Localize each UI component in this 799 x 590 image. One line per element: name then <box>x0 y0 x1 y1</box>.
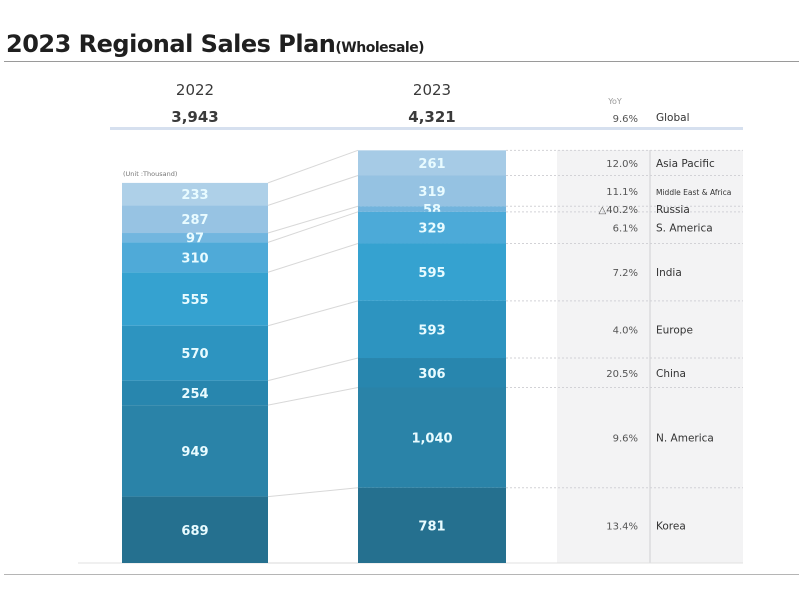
title-suffix: (Wholesale) <box>335 40 425 56</box>
connector-china <box>267 357 359 382</box>
connector-korea <box>267 487 359 498</box>
bar-2023-europe <box>358 300 506 359</box>
bar-2022-asia-pacific <box>122 182 268 206</box>
connector-n-america <box>267 387 359 406</box>
title-divider <box>4 61 799 62</box>
label-2022-s-america: 310 <box>181 251 208 266</box>
region-russia: Russia <box>656 204 690 216</box>
label-2023-middle-east-africa: 319 <box>418 185 445 200</box>
label-2022-china: 254 <box>181 387 208 402</box>
bar-2022-s-america <box>122 242 268 273</box>
total-2022: 3,943 <box>171 108 218 126</box>
label-2023-n-america: 1,040 <box>411 432 452 447</box>
region-n-america: N. America <box>656 433 714 445</box>
connector-russia <box>267 205 359 234</box>
region-china: China <box>656 368 686 380</box>
yoy-asia-pacific: 12.0% <box>606 159 638 170</box>
bar-2022-n-america <box>122 405 268 497</box>
bottom-divider <box>4 574 799 575</box>
bar-2023-middle-east-africa <box>358 175 506 207</box>
bar-2023-china <box>358 358 506 388</box>
bar-2022-india <box>122 272 268 326</box>
title-main: 2023 Regional Sales Plan <box>6 30 336 58</box>
connector-top <box>267 149 359 184</box>
bar-2023-korea <box>358 487 506 563</box>
region-europe: Europe <box>656 324 693 336</box>
page-title: 2023 Regional Sales Plan(Wholesale) <box>6 30 425 58</box>
label-2022-asia-pacific: 233 <box>181 188 208 203</box>
label-2022-india: 555 <box>181 293 208 308</box>
yoy-n-america: 9.6% <box>613 434 638 445</box>
region-s-america: S. America <box>656 223 713 235</box>
connector-middle-east-africa <box>267 175 359 206</box>
region-asia-pacific: Asia Pacific <box>656 158 715 170</box>
label-2023-china: 306 <box>418 367 445 382</box>
bar-2023-s-america <box>358 211 506 244</box>
yoy-india: 7.2% <box>613 268 638 279</box>
yoy-s-america: 6.1% <box>613 224 638 235</box>
connector-europe <box>267 300 359 327</box>
label-2022-korea: 689 <box>181 524 208 539</box>
year-2023-header: 2023 <box>413 81 451 99</box>
bar-2022-russia <box>122 233 268 243</box>
year-2022-header: 2022 <box>176 81 214 99</box>
bar-2023-india <box>358 243 506 301</box>
label-2023-asia-pacific: 261 <box>418 157 445 172</box>
bar-2022-middle-east-africa <box>122 205 268 234</box>
label-2022-n-america: 949 <box>181 445 208 460</box>
global-label: Global <box>656 112 690 124</box>
bar-2023-russia <box>358 206 506 212</box>
yoy-header: YoY <box>607 97 622 106</box>
region-middle-east-africa: Middle East & Africa <box>656 188 731 197</box>
global-yoy: 9.6% <box>613 114 638 125</box>
region-korea: Korea <box>656 520 686 532</box>
region-india: India <box>656 267 682 279</box>
total-2023: 4,321 <box>408 108 455 126</box>
bar-2023-asia-pacific <box>358 150 506 176</box>
label-2023-korea: 781 <box>418 519 445 534</box>
yoy-korea: 13.4% <box>606 521 638 532</box>
label-2023-india: 595 <box>418 266 445 281</box>
yoy-europe: 4.0% <box>613 325 638 336</box>
unit-label: (Unit :Thousand) <box>123 170 177 178</box>
yoy-russia: △40.2% <box>599 205 638 216</box>
bar-2023-n-america <box>358 387 506 488</box>
bar-2022-korea <box>122 496 268 563</box>
bar-2022-china <box>122 380 268 406</box>
label-2022-europe: 570 <box>181 347 208 362</box>
label-2023-europe: 593 <box>418 323 445 338</box>
yoy-china: 20.5% <box>606 369 638 380</box>
label-2023-s-america: 329 <box>418 222 445 237</box>
connector-s-america <box>267 211 359 243</box>
connector-india <box>267 243 359 273</box>
bar-2022-europe <box>122 325 268 381</box>
global-divider <box>110 127 743 130</box>
label-2022-middle-east-africa: 287 <box>181 213 208 228</box>
yoy-middle-east-africa: 11.1% <box>606 187 638 198</box>
